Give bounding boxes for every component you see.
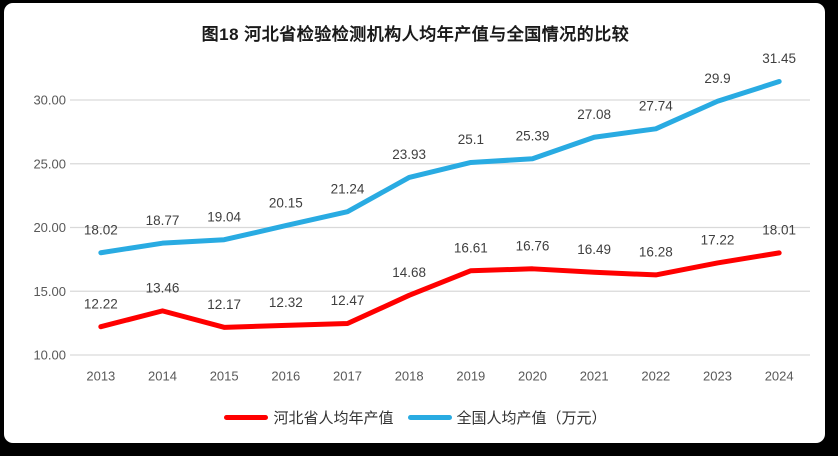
legend-label-hebei: 河北省人均年产值: [273, 410, 394, 427]
svg-text:23.93: 23.93: [392, 147, 426, 162]
svg-text:29.9: 29.9: [704, 71, 730, 86]
svg-text:2015: 2015: [210, 369, 239, 384]
svg-text:2024: 2024: [765, 369, 794, 384]
svg-text:15.00: 15.00: [33, 284, 66, 299]
svg-text:2021: 2021: [580, 369, 609, 384]
svg-text:2016: 2016: [271, 369, 300, 384]
chart-title: 图18 河北省检验检测机构人均年产值与全国情况的比较: [201, 25, 630, 44]
svg-text:10.00: 10.00: [33, 348, 66, 363]
svg-text:18.02: 18.02: [84, 222, 118, 237]
svg-text:12.17: 12.17: [207, 297, 241, 312]
legend: 河北省人均年产值 全国人均产值（万元）: [8, 407, 823, 428]
line-chart: 10.00 15.00 20.00 25.00 30.00 2013 2014 2015 201…: [33, 51, 810, 384]
chart-panel: 图18 河北省检验检测机构人均年产值与全国情况的比较 10.00 15.00 20.…: [4, 3, 825, 443]
legend-swatch-hebei: [224, 415, 269, 420]
svg-text:17.22: 17.22: [701, 233, 735, 248]
svg-text:25.1: 25.1: [458, 132, 484, 147]
svg-text:2020: 2020: [518, 369, 547, 384]
svg-text:16.49: 16.49: [577, 242, 611, 257]
svg-text:20.15: 20.15: [269, 195, 303, 210]
svg-text:12.32: 12.32: [269, 295, 303, 310]
svg-text:27.74: 27.74: [639, 99, 673, 114]
svg-text:30.00: 30.00: [33, 93, 66, 108]
svg-text:25.39: 25.39: [516, 129, 550, 144]
svg-text:16.61: 16.61: [454, 240, 488, 255]
svg-text:31.45: 31.45: [762, 51, 796, 66]
legend-item-national: 全国人均产值（万元）: [407, 407, 607, 428]
svg-text:20.00: 20.00: [33, 220, 66, 235]
svg-text:19.04: 19.04: [207, 209, 241, 224]
svg-text:14.68: 14.68: [392, 265, 426, 280]
svg-text:2018: 2018: [395, 369, 424, 384]
legend-item-hebei: 河北省人均年产值: [224, 407, 394, 428]
legend-swatch-national: [407, 415, 452, 420]
svg-text:25.00: 25.00: [33, 156, 66, 171]
svg-text:12.47: 12.47: [331, 293, 365, 308]
svg-text:12.22: 12.22: [84, 296, 118, 311]
svg-text:27.08: 27.08: [577, 107, 611, 122]
svg-text:16.76: 16.76: [516, 239, 550, 254]
svg-text:2017: 2017: [333, 369, 362, 384]
svg-text:2022: 2022: [641, 369, 670, 384]
svg-text:2013: 2013: [86, 369, 115, 384]
svg-text:2014: 2014: [148, 369, 177, 384]
svg-text:18.01: 18.01: [762, 223, 796, 238]
svg-text:16.28: 16.28: [639, 245, 673, 260]
svg-text:21.24: 21.24: [331, 181, 365, 196]
svg-text:2019: 2019: [456, 369, 485, 384]
svg-text:13.46: 13.46: [146, 281, 180, 296]
svg-text:2023: 2023: [703, 369, 732, 384]
svg-text:18.77: 18.77: [146, 213, 180, 228]
legend-label-national: 全国人均产值（万元）: [456, 410, 607, 427]
